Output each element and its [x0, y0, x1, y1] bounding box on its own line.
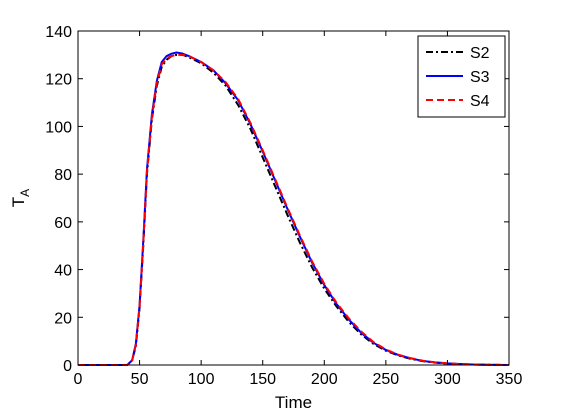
- legend-label-s3: S3: [470, 69, 490, 86]
- y-tick-label: 100: [45, 119, 72, 136]
- y-tick-label: 80: [54, 167, 72, 184]
- x-axis-label: Time: [275, 393, 312, 412]
- x-tick-label: 0: [74, 371, 83, 388]
- tick-layer: 0 50 100 150 200 250 300 350 0 20 40 60 80 100 120 140: [45, 24, 522, 388]
- x-tick-label: 250: [373, 371, 400, 388]
- y-tick-label: 40: [54, 263, 72, 280]
- y-tick-label: 120: [45, 72, 72, 89]
- legend-items: S2 S3 S4: [426, 45, 490, 110]
- x-tick-label: 350: [496, 371, 523, 388]
- series-line-s2: [78, 53, 510, 366]
- series-line-s4: [78, 53, 510, 366]
- y-axis-label-subscript: A: [18, 189, 32, 197]
- y-axis-label: TA: [9, 189, 32, 207]
- legend-label-s4: S4: [470, 93, 490, 110]
- series-layer: [78, 51, 510, 366]
- x-tick-label: 300: [434, 371, 461, 388]
- x-tick-label: 50: [131, 371, 149, 388]
- legend: S2 S3 S4: [417, 35, 506, 118]
- y-tick-label: 140: [45, 24, 72, 41]
- axes-box: [77, 30, 510, 366]
- y-tick-label: 60: [54, 215, 72, 232]
- y-tick-label: 20: [54, 310, 72, 327]
- x-tick-label: 150: [249, 371, 276, 388]
- x-tick-label: 100: [188, 371, 215, 388]
- x-tick-label: 200: [311, 371, 338, 388]
- legend-label-s2: S2: [470, 45, 490, 62]
- y-axis-label-main: T: [9, 197, 28, 207]
- y-tick-label: 0: [63, 358, 72, 375]
